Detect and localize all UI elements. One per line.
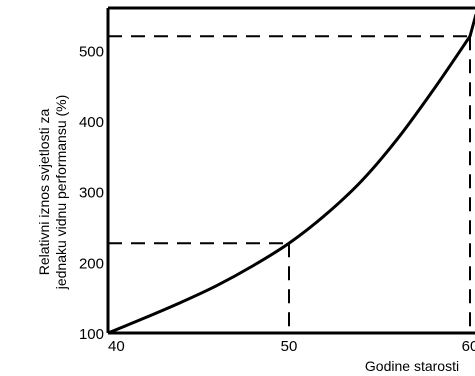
- y-tick-label: 100: [79, 326, 104, 343]
- x-tick-label: 40: [108, 338, 125, 355]
- y-tick-label: 400: [79, 114, 104, 131]
- y-axis-title-line-2: jednaku vidnu performansu (%): [53, 95, 69, 291]
- y-tick-label: 200: [79, 255, 104, 272]
- x-axis-title: Godine starosti: [365, 358, 459, 374]
- series-line-1: [107, 13, 475, 335]
- y-tick-label: 500: [79, 43, 104, 60]
- x-tick-label: 60: [462, 338, 475, 355]
- x-tick-label: 50: [281, 338, 298, 355]
- y-axis-title-line-1: Relativni iznos svjetlosti za: [36, 109, 52, 276]
- y-tick-label: 300: [79, 185, 104, 202]
